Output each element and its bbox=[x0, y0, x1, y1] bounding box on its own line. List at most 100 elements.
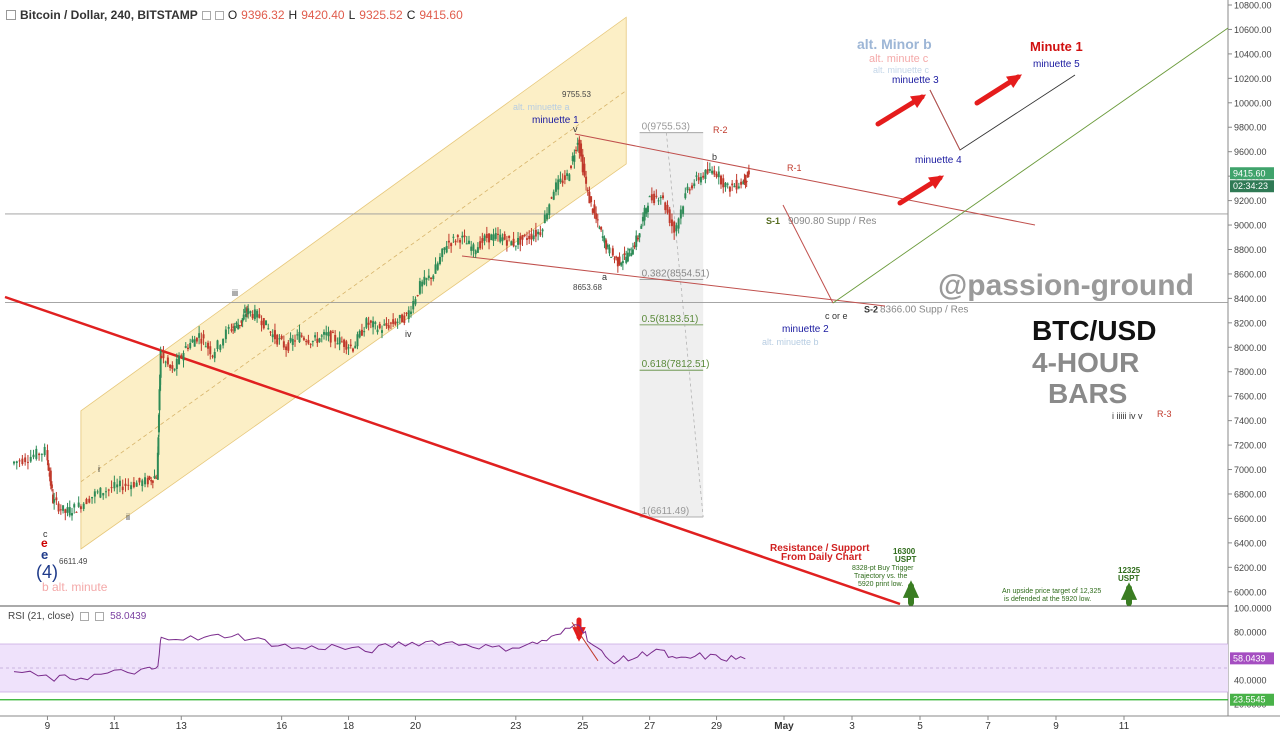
candle-body bbox=[178, 355, 181, 365]
low-value: 9325.52 bbox=[359, 8, 403, 22]
candle-body bbox=[720, 175, 723, 185]
candle-body bbox=[96, 491, 99, 493]
candle-body bbox=[414, 299, 417, 305]
candle-body bbox=[702, 175, 705, 178]
settings-icon[interactable] bbox=[201, 10, 211, 20]
wave-label-uspt2: USPT bbox=[1118, 574, 1139, 583]
y-tick-label: 8400.00 bbox=[1234, 294, 1267, 304]
candle-body bbox=[743, 179, 746, 183]
candle-body bbox=[625, 256, 628, 263]
candle-body bbox=[244, 313, 247, 317]
candle-body bbox=[492, 234, 495, 241]
lower-wedge-line bbox=[461, 255, 886, 307]
candle-body bbox=[209, 346, 212, 355]
x-tick-label: 5 bbox=[917, 721, 923, 732]
x-tick-label: 25 bbox=[577, 721, 589, 732]
wave-label-min3: minuette 3 bbox=[892, 75, 939, 86]
candle-body bbox=[73, 504, 76, 508]
rsi-label[interactable]: RSI (21, close) bbox=[8, 611, 75, 622]
candle-body bbox=[280, 336, 283, 339]
candle-body bbox=[548, 204, 551, 216]
x-tick-label: 29 bbox=[711, 721, 723, 732]
candle-body bbox=[650, 194, 653, 201]
candle-body bbox=[618, 256, 621, 265]
candle-body bbox=[307, 339, 310, 344]
x-tick-label: May bbox=[774, 721, 794, 732]
candle-body bbox=[124, 483, 127, 487]
candle-body bbox=[403, 315, 406, 323]
candle-body bbox=[593, 204, 596, 214]
candle-body bbox=[66, 507, 69, 513]
candle-body bbox=[184, 346, 187, 348]
candle-body bbox=[724, 182, 727, 188]
rsi-tick-label: 80.0000 bbox=[1234, 628, 1267, 638]
candle-body bbox=[539, 232, 542, 236]
candle-body bbox=[256, 310, 259, 318]
projection-down bbox=[782, 204, 834, 304]
y-tick-label: 8600.00 bbox=[1234, 269, 1267, 279]
candle-body bbox=[472, 244, 475, 251]
candle-body bbox=[385, 322, 388, 326]
candle-body bbox=[378, 323, 381, 329]
close-icon[interactable] bbox=[214, 10, 224, 20]
candle-body bbox=[294, 340, 297, 342]
candle-body bbox=[635, 235, 638, 247]
candle-body bbox=[222, 338, 225, 346]
y-tick-label: 8000.00 bbox=[1234, 343, 1267, 353]
watermark: @passion-ground bbox=[938, 269, 1194, 302]
price-tag-box bbox=[1230, 167, 1274, 180]
wave-label-a: a bbox=[602, 272, 607, 282]
candle-body bbox=[298, 331, 301, 343]
candle-body bbox=[679, 209, 682, 219]
candle-body bbox=[352, 348, 355, 352]
candle-body bbox=[232, 326, 235, 328]
candle-body bbox=[343, 339, 346, 347]
candle-body bbox=[356, 334, 359, 347]
candle-body bbox=[596, 219, 599, 221]
rsi-trendline bbox=[571, 622, 599, 662]
candle-body bbox=[267, 328, 270, 330]
high-value: 9420.40 bbox=[301, 8, 345, 22]
candle-body bbox=[340, 341, 343, 343]
wave-label-min1: minuette 1 bbox=[532, 115, 579, 126]
candle-body bbox=[323, 331, 326, 335]
candle-body bbox=[666, 204, 669, 213]
candle-body bbox=[508, 235, 511, 239]
wave-label-roman: i iiiii iv v bbox=[1112, 411, 1143, 421]
candle-body bbox=[476, 247, 479, 253]
title-line-2: 4-HOUR bbox=[1032, 347, 1139, 378]
candle-body bbox=[367, 322, 370, 325]
x-tick-label: 9 bbox=[1053, 721, 1059, 732]
candle-body bbox=[521, 235, 524, 240]
collapse-icon[interactable] bbox=[6, 10, 16, 20]
candle-body bbox=[318, 338, 321, 342]
candle-body bbox=[463, 235, 466, 238]
candle-body bbox=[568, 174, 571, 181]
rsi-low-tag: 23.5545 bbox=[1233, 695, 1266, 705]
candle-body bbox=[93, 491, 96, 497]
candle-body bbox=[18, 460, 21, 462]
rsi-settings-icon[interactable] bbox=[80, 612, 90, 621]
candle-body bbox=[737, 186, 740, 189]
candle-body bbox=[237, 324, 240, 330]
candle-body bbox=[182, 352, 185, 361]
candle-body bbox=[427, 275, 430, 279]
candle-body bbox=[57, 503, 60, 512]
candle-body bbox=[423, 276, 426, 285]
candle-body bbox=[32, 454, 35, 458]
candle-body bbox=[697, 177, 700, 181]
candle-body bbox=[13, 461, 15, 464]
y-tick-label: 10800.00 bbox=[1234, 1, 1272, 11]
wave-label-altminute_b: alt. minuette b bbox=[762, 337, 819, 347]
y-tick-label: 6800.00 bbox=[1234, 489, 1267, 499]
rsi-close-icon[interactable] bbox=[95, 612, 105, 621]
candle-body bbox=[653, 193, 656, 204]
symbol-title[interactable]: Bitcoin / Dollar, 240, BITSTAMP bbox=[20, 8, 198, 22]
candle-body bbox=[550, 197, 553, 199]
candle-body bbox=[445, 246, 448, 253]
candle-body bbox=[287, 342, 290, 351]
candle-body bbox=[338, 337, 341, 345]
candle-body bbox=[742, 181, 745, 185]
wave-label-8653: 8653.68 bbox=[573, 283, 602, 292]
